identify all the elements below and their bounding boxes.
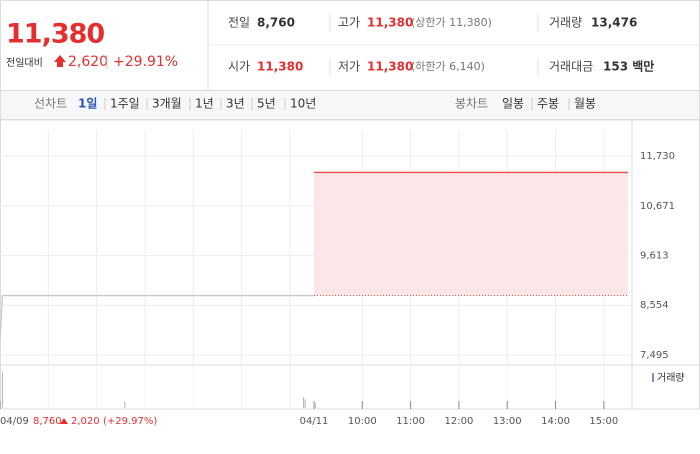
y-tick-label: 11,730 (640, 151, 675, 162)
change-amount: 2,620 (68, 54, 108, 70)
annotation-price: 8,760 (33, 416, 62, 427)
x-tick-label: 13:00 (493, 416, 522, 427)
tab[interactable]: 10년 (290, 97, 316, 111)
tab-group-label: 선차트 (34, 97, 67, 111)
summary-note: (하한가 6,140) (411, 59, 485, 73)
summary-value: 11,380 (367, 60, 413, 74)
x-tick-label: 14:00 (541, 416, 570, 427)
up-arrow-icon (54, 55, 66, 67)
tab[interactable]: 3개월 (152, 97, 182, 111)
volume-bar (303, 397, 305, 408)
tab[interactable]: 주봉 (537, 97, 559, 111)
y-tick-label: 10,671 (640, 201, 675, 212)
price-line (0, 294, 314, 339)
summary-value: 13,476 (591, 16, 637, 30)
summary-label: 시가 (228, 60, 250, 74)
annotation-change: 2,020 (71, 416, 100, 427)
x-tick-label: 04/09 (0, 416, 29, 427)
summary-label: 전일 (228, 16, 250, 30)
volume-bar (304, 399, 306, 408)
summary-value: 11,380 (367, 16, 413, 30)
volume-bar (1, 371, 3, 408)
y-tick-label: 9,613 (640, 250, 669, 261)
x-tick-label: 10:00 (348, 416, 377, 427)
volume-frame (0, 364, 700, 410)
summary-label: 고가 (338, 16, 360, 30)
summary-note: (상한가 11,380) (411, 16, 492, 29)
tab[interactable]: 3년 (226, 97, 245, 111)
x-tick-label: 15:00 (589, 416, 618, 427)
summary-value: 8,760 (257, 16, 295, 30)
tab[interactable]: 일봉 (502, 97, 524, 111)
change-percent: +29.91% (113, 54, 178, 70)
area (314, 172, 628, 296)
summary-label: 저가 (338, 60, 360, 74)
tab-group-label: 봉차트 (455, 97, 488, 111)
tab[interactable]: 1일 (78, 97, 97, 111)
current-price: 11,380 (6, 19, 104, 50)
tab[interactable]: 월봉 (574, 97, 596, 111)
x-tick-label: 12:00 (445, 416, 474, 427)
summary-value: 153 백만 (603, 59, 654, 74)
tab[interactable]: 5년 (257, 97, 276, 111)
x-tick-label: 11:00 (396, 416, 425, 427)
x-tick-label: 04/11 (300, 416, 329, 427)
y-tick-label: 7,495 (640, 350, 669, 361)
tab[interactable]: 1년 (195, 97, 214, 111)
volume-bar (124, 401, 126, 408)
summary-label: 거래량 (549, 16, 582, 30)
summary-label: 거래대금 (549, 60, 593, 74)
change-label: 전일대비 (6, 57, 43, 69)
annotation-percent: (+29.97%) (103, 416, 157, 427)
tab[interactable]: 1주일 (110, 97, 140, 111)
summary-value: 11,380 (257, 60, 303, 74)
y-tick-label: 8,554 (640, 300, 669, 311)
up-triangle-icon (60, 418, 68, 424)
volume-legend-swatch (652, 373, 654, 382)
volume-legend: 거래량 (657, 372, 685, 384)
volume-bar (315, 403, 317, 408)
